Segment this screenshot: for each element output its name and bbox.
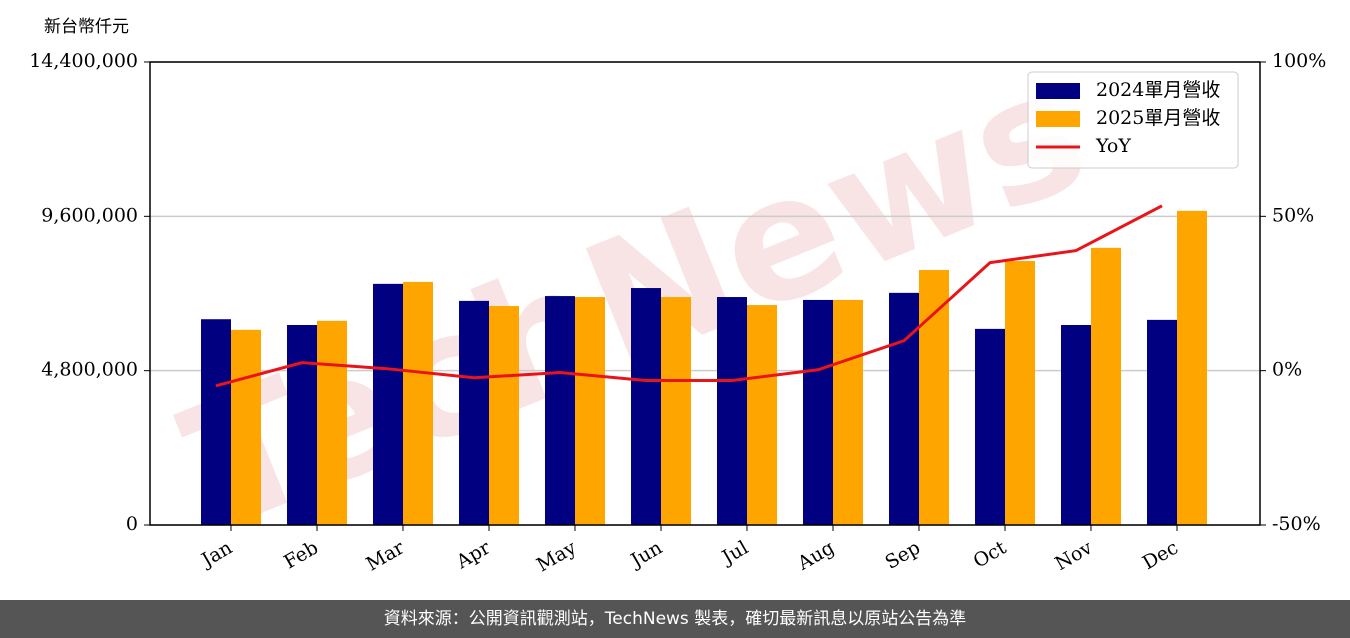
x-tick-label: Dec xyxy=(1139,537,1182,575)
bar xyxy=(661,297,691,525)
footer: 資料來源：公開資訊觀測站，TechNews 製表，確切最新訊息以原站公告為準 xyxy=(0,600,1350,638)
bar xyxy=(575,297,605,525)
x-tick-label: Mar xyxy=(362,536,408,575)
y-tick-label: 14,400,000 xyxy=(29,50,138,72)
legend: 2024單月營收 2025單月營收 YoY xyxy=(1027,71,1239,169)
bar xyxy=(317,320,347,525)
x-tick-label: Aug xyxy=(793,537,838,576)
bar xyxy=(1005,261,1035,525)
bar xyxy=(1147,319,1177,525)
y2-tick-label: -50% xyxy=(1272,513,1321,535)
bar xyxy=(803,299,833,525)
x-tick-label: Sep xyxy=(881,537,924,574)
bar xyxy=(231,329,261,525)
bar xyxy=(975,328,1005,525)
x-tick-label: May xyxy=(533,536,580,576)
bar xyxy=(833,299,863,525)
bar xyxy=(747,305,777,525)
x-tick-label: Jun xyxy=(625,537,666,573)
bar xyxy=(545,296,575,525)
x-tick-label: Oct xyxy=(970,536,1011,572)
y2-tick-label: 50% xyxy=(1272,204,1314,226)
legend-swatch xyxy=(1036,83,1080,99)
bar xyxy=(1091,247,1121,525)
x-tick-label: Jul xyxy=(717,537,752,570)
legend-swatch xyxy=(1036,111,1080,127)
y2-tick-label: 100% xyxy=(1272,50,1326,72)
legend-label: 2024單月營收 xyxy=(1096,79,1220,101)
y-tick-label: 4,800,000 xyxy=(41,359,138,381)
bar xyxy=(1061,325,1091,525)
y-tick-label: 0 xyxy=(126,513,138,535)
y-tick-label: 9,600,000 xyxy=(41,204,138,226)
bar xyxy=(287,325,317,525)
bar xyxy=(1177,210,1207,525)
bar xyxy=(631,288,661,525)
bar xyxy=(459,300,489,525)
legend-label: YoY xyxy=(1095,135,1131,157)
chart: TechNews 新台幣仟元 04,800,0009,600,00014,400… xyxy=(29,17,1326,576)
bar xyxy=(489,306,519,525)
x-tick-label: Nov xyxy=(1051,536,1096,575)
y-unit-label: 新台幣仟元 xyxy=(44,17,129,37)
bar xyxy=(919,270,949,525)
bar xyxy=(201,319,231,525)
plot-frame xyxy=(149,61,1261,526)
bar xyxy=(717,297,747,525)
y2-tick-label: 0% xyxy=(1272,359,1302,381)
bar xyxy=(889,292,919,525)
bar xyxy=(403,281,433,525)
yoy-line xyxy=(215,204,1163,388)
bar xyxy=(373,283,403,525)
x-tick-label: Apr xyxy=(452,536,495,573)
legend-label: 2025單月營收 xyxy=(1096,107,1220,129)
legend-box xyxy=(1027,71,1239,169)
